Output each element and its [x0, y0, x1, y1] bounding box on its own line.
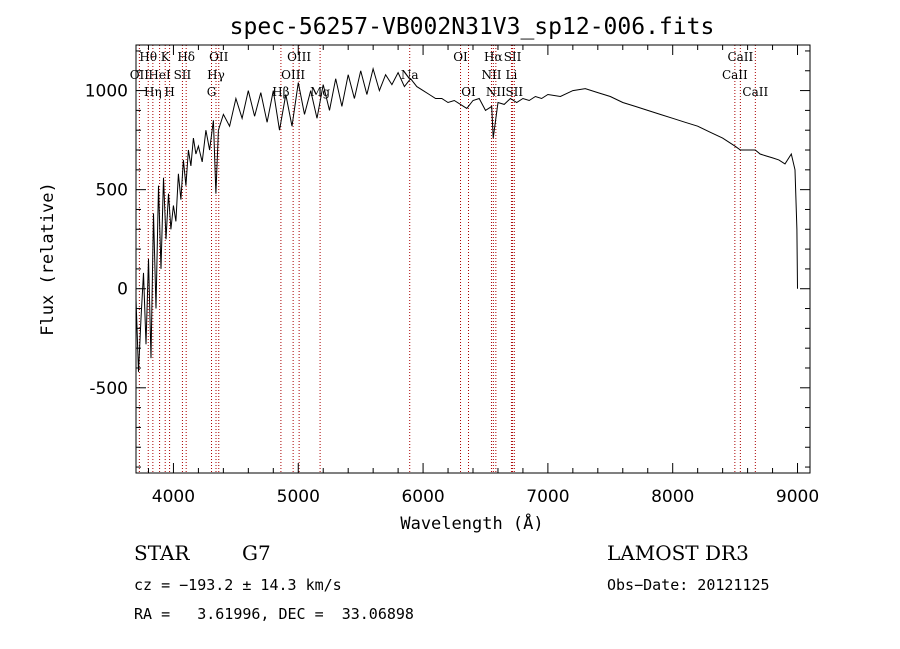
x-tick-label: 4000 [152, 487, 195, 507]
marker-label: SII [505, 85, 523, 99]
line-markers [138, 45, 756, 473]
series-layer [135, 66, 798, 372]
x-tick-label: 8000 [651, 487, 694, 507]
redshift-velocity: cz = −193.2 ± 14.3 km/s [134, 576, 342, 594]
object-class: STAR [134, 541, 190, 565]
coordinates: RA = 3.61996, DEC = 33.06898 [134, 605, 414, 623]
marker-label: Hη [144, 85, 162, 99]
marker-label: CaII [727, 50, 753, 64]
marker-label: CaII [742, 85, 768, 99]
marker-label: K [161, 50, 171, 64]
x-tick-label: 9000 [776, 487, 819, 507]
x-tick-label: 5000 [277, 487, 320, 507]
marker-label: CaII [722, 68, 748, 82]
y-tick-label: 1000 [85, 82, 128, 102]
marker-label: OIII [281, 68, 305, 82]
marker-label: SII [174, 68, 192, 82]
marker-label: Hα [484, 50, 503, 64]
chart-title: spec-56257-VB002N31V3_sp12-006.fits [230, 14, 715, 40]
x-tick-label: 6000 [401, 487, 444, 507]
marker-label: SII [504, 50, 522, 64]
observation-date: Obs−Date: 20121125 [607, 576, 770, 594]
marker-label: Hβ [272, 85, 289, 99]
object-subclass: G7 [242, 541, 271, 565]
marker-label: Mg [310, 85, 330, 99]
marker-label: Hθ [139, 50, 157, 64]
y-tick-label: 0 [117, 280, 128, 300]
marker-label: Na [401, 68, 419, 82]
marker-label: OIII [287, 50, 311, 64]
marker-label: OII [130, 68, 150, 82]
marker-label: Hγ [207, 68, 225, 82]
plot-frame [135, 44, 811, 474]
marker-label: HeI [148, 68, 171, 82]
marker-label: NII [486, 85, 506, 99]
y-tick-label: -500 [89, 379, 128, 399]
y-tick-label: 500 [96, 181, 128, 201]
x-tick-label: 7000 [526, 487, 569, 507]
marker-label: NII [481, 68, 501, 82]
marker-label: OII [209, 50, 229, 64]
marker-label: Hδ [177, 50, 195, 64]
marker-label: OI [461, 85, 476, 99]
y-axis-label: Flux (relative) [38, 182, 58, 336]
axis-ticks: 4000 5000 6000 7000 8000 9000 -500 0 500 1000 [85, 45, 819, 507]
marker-label: G [207, 85, 217, 99]
marker-label: H [164, 85, 174, 99]
x-axis-label: Wavelength (Å) [400, 512, 543, 534]
marker-label: OI [453, 50, 468, 64]
survey-name: LAMOST DR3 [607, 541, 749, 565]
marker-label: Li [506, 68, 518, 82]
flux-series-line [135, 66, 798, 372]
